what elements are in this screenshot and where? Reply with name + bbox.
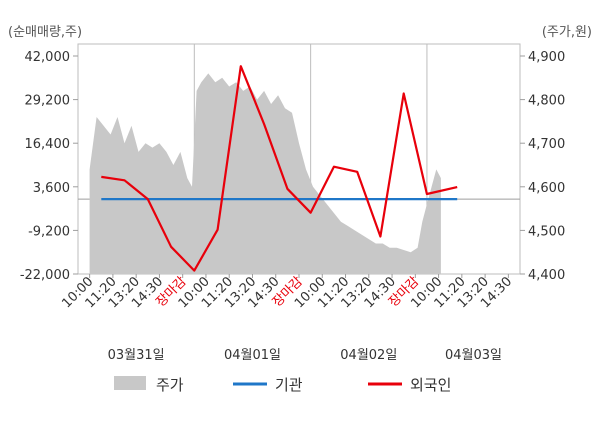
date-label: 04월02일	[340, 348, 397, 363]
left-tick-label: -22,000	[20, 268, 70, 283]
x-axis-ticks: 10:0011:2013:2014:30장마감10:0011:2013:2014…	[59, 274, 515, 311]
right-tick-label: 4,600	[528, 181, 565, 196]
date-label: 04월01일	[224, 348, 281, 363]
right-tick-label: 4,900	[528, 50, 565, 65]
right-axis-ticks: 4,900 4,800 4,700 4,600 4,500 4,400	[520, 50, 565, 283]
left-tick-label: 16,400	[25, 137, 71, 152]
legend: 주가 기관 외국인	[114, 376, 451, 394]
left-axis-ticks: 42,000 29,200 16,400 3,600 -9,200 -22,000	[20, 50, 78, 283]
date-label: 03월31일	[108, 348, 165, 363]
axes: (순매매량,주) (주가,원)	[8, 25, 592, 40]
date-labels: 03월31일 04월01일 04월02일 04월03일	[108, 348, 502, 363]
date-label: 04월03일	[445, 348, 502, 363]
foreign-line	[101, 65, 458, 272]
left-axis-unit: (순매매량,주)	[8, 25, 82, 40]
right-tick-label: 4,700	[528, 137, 565, 152]
left-tick-label: 42,000	[25, 50, 71, 65]
legend-label: 기관	[275, 376, 303, 394]
left-tick-label: 3,600	[33, 181, 70, 196]
right-tick-label: 4,500	[528, 224, 565, 239]
right-tick-label: 4,400	[528, 268, 565, 283]
price-area-fill	[89, 73, 441, 275]
legend-swatch-price	[114, 376, 146, 390]
price-area	[89, 73, 441, 275]
left-tick-label: -9,200	[28, 224, 70, 239]
right-axis-unit: (주가,원)	[542, 25, 592, 40]
left-tick-label: 29,200	[25, 94, 71, 109]
right-tick-label: 4,800	[528, 94, 565, 109]
series-lines	[101, 65, 458, 272]
legend-label: 주가	[156, 376, 184, 394]
legend-label: 외국인	[410, 376, 451, 394]
